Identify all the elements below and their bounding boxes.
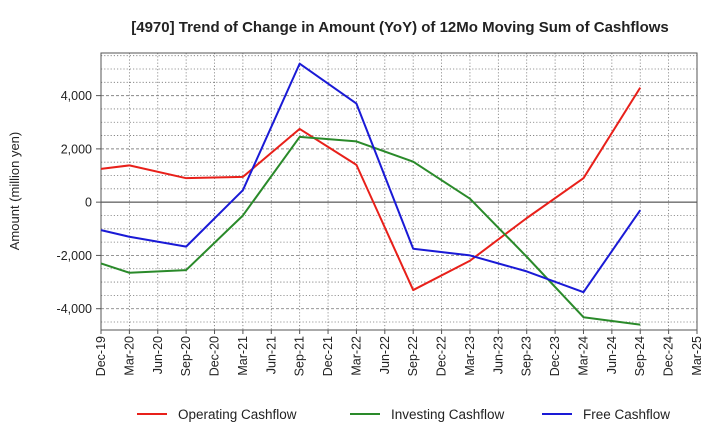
y-tick-label: -4,000 xyxy=(57,302,92,316)
x-tick-label: Dec-19 xyxy=(94,336,108,376)
y-tick-label: -2,000 xyxy=(57,249,92,263)
y-axis-label: Amount (million yen) xyxy=(7,132,22,251)
x-tick-label: Mar-24 xyxy=(576,336,590,376)
x-tick-label: Dec-24 xyxy=(662,336,676,376)
x-tick-label: Sep-23 xyxy=(520,336,534,376)
x-tick-label: Jun-20 xyxy=(151,336,165,374)
x-tick-label: Mar-25 xyxy=(690,336,704,376)
x-tick-label: Mar-20 xyxy=(122,336,136,376)
x-tick-label: Sep-20 xyxy=(179,336,193,376)
chart-title: [4970] Trend of Change in Amount (YoY) o… xyxy=(131,19,669,36)
x-tick-label: Sep-21 xyxy=(293,336,307,376)
x-tick-label: Jun-24 xyxy=(605,336,619,374)
plot-border xyxy=(100,52,698,331)
legend-label: Investing Cashflow xyxy=(391,407,505,422)
y-tick-label: 2,000 xyxy=(61,142,92,156)
x-tick-label: Sep-24 xyxy=(633,336,647,376)
plot-area: -4,000 -2,000 0 2,000 4,000 Dec-19 Mar-20 Jun-2… xyxy=(57,52,704,376)
legend-label: Operating Cashflow xyxy=(178,407,297,422)
x-tick-label: Jun-22 xyxy=(378,336,392,374)
x-tick-label: Sep-22 xyxy=(406,336,420,376)
x-tick-label: Jun-21 xyxy=(264,336,278,374)
x-tick-label: Dec-21 xyxy=(321,336,335,376)
plot-background xyxy=(101,53,697,330)
x-tick-label: Mar-23 xyxy=(463,336,477,376)
x-tick-label: Dec-20 xyxy=(208,336,222,376)
series-line-free-cashflow xyxy=(100,62,642,294)
series-line-operating-cashflow xyxy=(100,87,642,292)
y-tick-label: 0 xyxy=(85,196,92,210)
x-tick-label: Mar-21 xyxy=(236,336,250,376)
legend-label: Free Cashflow xyxy=(583,407,670,422)
legend: Operating Cashflow Investing Cashflow Free… xyxy=(137,407,670,422)
y-tick-label: 4,000 xyxy=(61,89,92,103)
x-tick-label: Jun-23 xyxy=(491,336,505,374)
x-tick-label: Dec-22 xyxy=(435,336,449,376)
series-line-investing-cashflow xyxy=(100,135,641,326)
x-tick-label: Dec-23 xyxy=(548,336,562,376)
x-tick-label: Mar-22 xyxy=(349,336,363,376)
